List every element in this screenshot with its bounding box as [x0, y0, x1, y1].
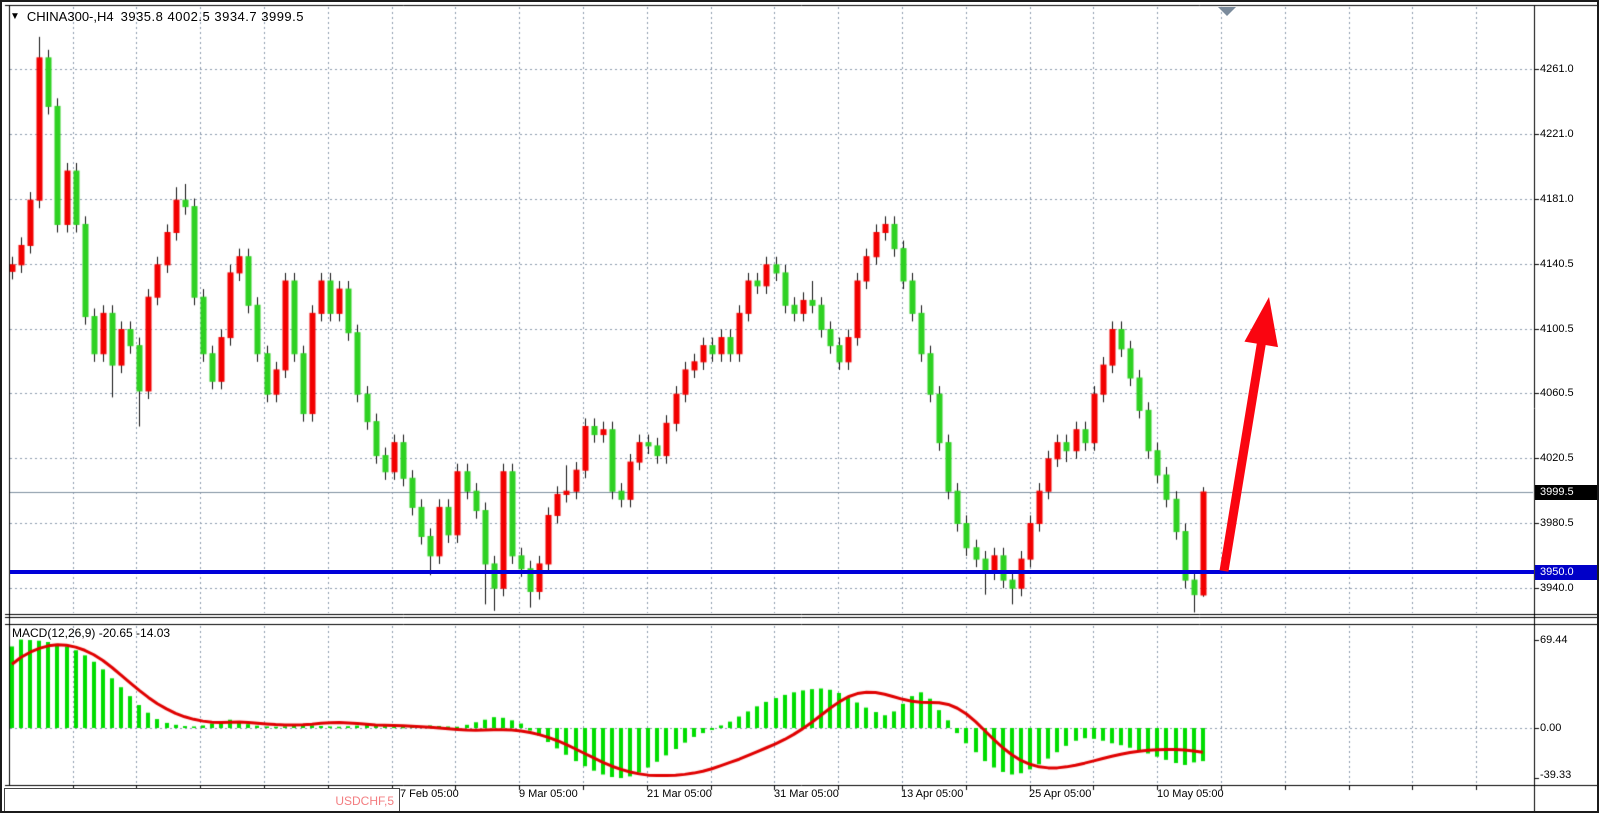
macd-axis-label: 69.44 — [1540, 633, 1568, 646]
time-axis-label: 9 Mar 05:00 — [519, 788, 578, 800]
support-line-price-badge: 3950.0 — [1535, 564, 1597, 580]
price-axis-label: 4060.5 — [1540, 387, 1574, 400]
ohlc-values: 3935.8 4002.5 3934.7 3999.5 — [120, 9, 304, 24]
macd-indicator-label: MACD(12,26,9) -20.65 -14.03 — [12, 626, 171, 640]
price-axis-label: 4221.0 — [1540, 127, 1574, 140]
symbol-period-label: CHINA300-,H4 — [26, 9, 114, 24]
price-axis-label: 3980.5 — [1540, 516, 1574, 529]
price-axis-label: 4261.0 — [1540, 63, 1574, 76]
current-price-badge: 3999.5 — [1535, 484, 1597, 500]
chart-title: ▼ CHINA300-,H4 3935.8 4002.5 3934.7 3999… — [10, 9, 304, 24]
macd-axis-label: -39.33 — [1540, 769, 1572, 781]
time-axis-label: 21 Mar 05:00 — [647, 788, 712, 800]
macd-axis-label: 0.00 — [1540, 722, 1562, 734]
price-axis-label: 4100.5 — [1540, 322, 1574, 335]
price-axis-label: 4020.5 — [1540, 452, 1574, 465]
price-axis[interactable] — [1535, 5, 1597, 785]
time-axis-label: 31 Mar 05:00 — [774, 788, 839, 800]
price-axis-label: 4140.5 — [1540, 258, 1574, 271]
time-axis-label: 10 May 05:00 — [1157, 788, 1224, 800]
time-axis-label: 25 Apr 05:00 — [1029, 788, 1092, 800]
support-line-3950[interactable] — [10, 570, 1534, 575]
symbol-dropdown-icon[interactable]: ▼ — [10, 11, 20, 22]
price-axis-label: 3940.0 — [1540, 582, 1574, 595]
minimized-window-title: USDCHF,5 — [335, 793, 394, 808]
time-axis-label: 13 Apr 05:00 — [901, 788, 964, 800]
time-axis-label: 7 Feb 05:00 — [400, 788, 459, 800]
minimized-chart-window[interactable]: USDCHF,5 — [4, 788, 400, 811]
price-axis-label: 4181.0 — [1540, 192, 1574, 205]
